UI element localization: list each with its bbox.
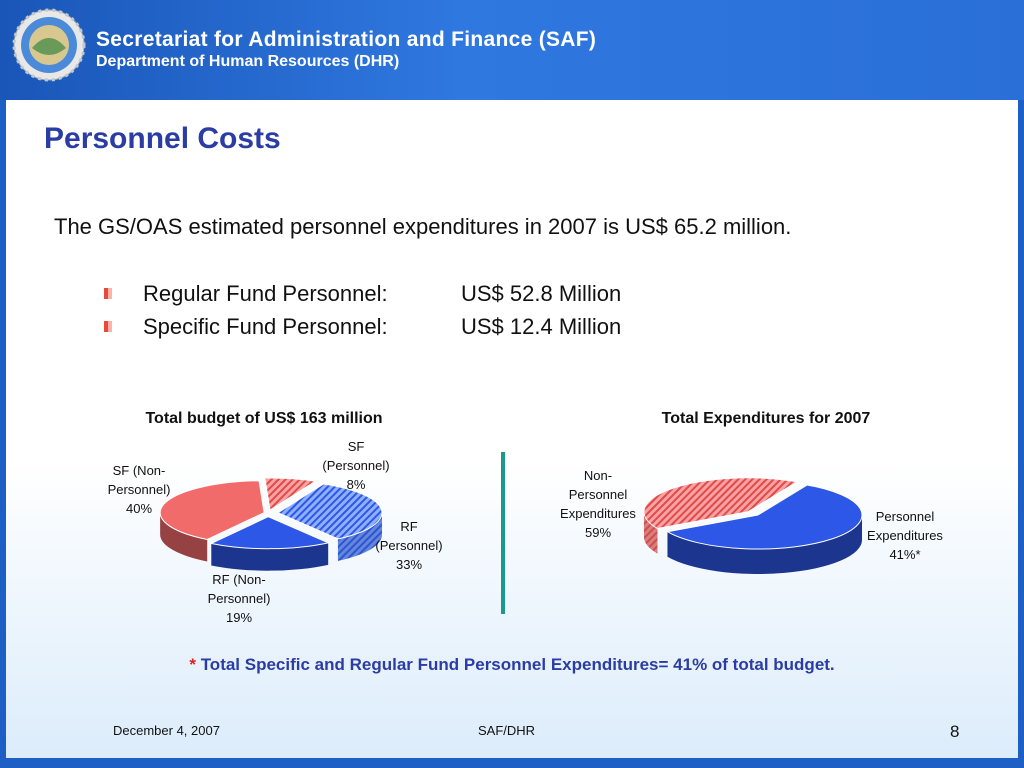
pie-slice-3 <box>159 480 265 540</box>
pie-slice-0 <box>264 477 317 511</box>
header-banner: Secretariat for Administration and Finan… <box>0 0 1024 100</box>
footer-date: December 4, 2007 <box>113 723 220 738</box>
pie-side-hatch-1 <box>337 512 382 561</box>
chart1-title: Total budget of US$ 163 million <box>145 410 382 427</box>
chart2-label-personnel: Personnel Expenditures 41%* <box>867 509 943 562</box>
content-area: Personnel Costs The GS/OAS estimated per… <box>6 100 1018 758</box>
page-number: 8 <box>950 722 960 741</box>
chart1-label-sf-nonpersonnel: SF (Non-Personnel) 40% <box>108 463 171 516</box>
pie-slice-2 <box>209 516 330 550</box>
bullet-value: US$ 12.4 Million <box>461 314 622 339</box>
chart1-label-sf-personnel: SF (Personnel) 8% <box>322 439 389 492</box>
pie-side-0 <box>667 515 862 574</box>
footnote: * Total Specific and Regular Fund Person… <box>6 655 1018 675</box>
chart2-label-nonpersonnel: Non-Personnel Expenditures 59% <box>560 468 636 540</box>
chart-divider <box>501 452 505 614</box>
charts-area: Total budget of US$ 163 million SF (Perso… <box>108 410 944 625</box>
pie-slice-1 <box>276 483 383 540</box>
chart2-title: Total Expenditures for 2007 <box>662 410 871 427</box>
pie-slice-0 <box>666 484 863 550</box>
pie-side-2 <box>211 542 329 571</box>
header-title: Secretariat for Administration and Finan… <box>96 28 597 51</box>
bullet-label: Regular Fund Personnel: <box>143 281 388 306</box>
chart1-label-rf-personnel: RF (Personnel) 33% <box>375 519 442 572</box>
bullet-label: Specific Fund Personnel: <box>143 314 388 339</box>
pie-side-hatch-1 <box>643 511 658 554</box>
page-title: Personnel Costs <box>44 122 281 155</box>
intro-text: The GS/OAS estimated personnel expenditu… <box>54 214 792 239</box>
pie-side-3 <box>160 512 208 562</box>
square-bullet-icon <box>104 321 112 332</box>
header-subtitle: Department of Human Resources (DHR) <box>96 53 400 70</box>
pie-chart-expenditures <box>643 477 863 574</box>
bullet-value: US$ 52.8 Million <box>461 281 622 306</box>
pie-chart-budget <box>159 477 383 571</box>
oas-seal-icon <box>12 8 86 82</box>
footnote-asterisk: * <box>189 655 196 674</box>
square-bullet-icon <box>104 288 112 299</box>
footnote-text: Total Specific and Regular Fund Personne… <box>200 655 835 674</box>
chart1-label-rf-nonpersonnel: RF (Non-Personnel) 19% <box>208 572 271 625</box>
pie-slice-1 <box>643 477 799 530</box>
footer-center: SAF/DHR <box>478 723 536 738</box>
